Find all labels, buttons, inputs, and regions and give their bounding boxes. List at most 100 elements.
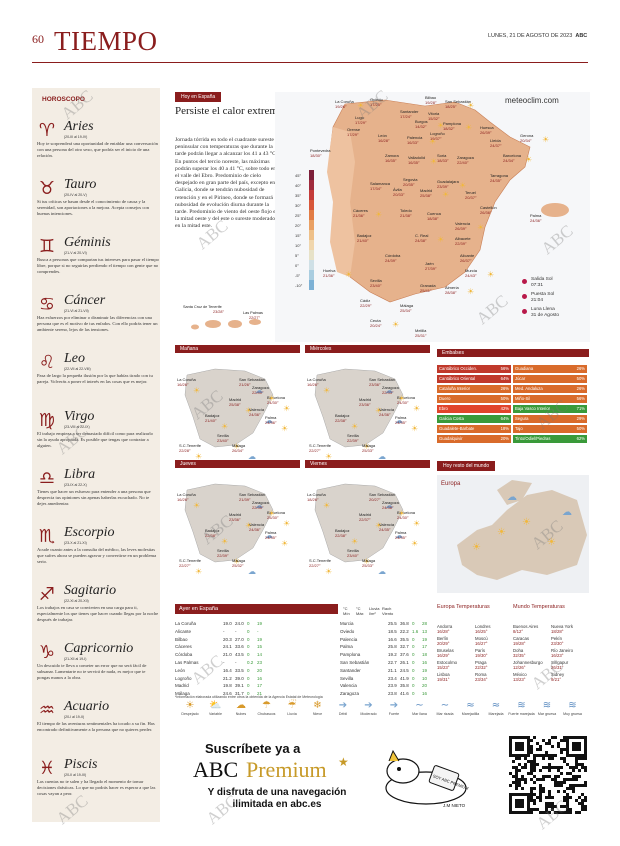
embalse-name: Tajo <box>515 426 523 431</box>
qr-module <box>566 778 569 781</box>
embalse-row: Med. Andaluza 26% <box>513 385 587 393</box>
legend-label: Fuerte marejada <box>508 712 535 716</box>
zodiac-6-icon: ♎ <box>38 468 56 489</box>
ayer-cell: León <box>175 667 186 673</box>
qr-module <box>533 769 536 772</box>
qr-module <box>557 766 560 769</box>
today-label: Hoy en España <box>175 92 222 102</box>
city-temp: 15/32° <box>428 116 440 121</box>
qr-module <box>551 766 554 769</box>
subscription-ad[interactable]: Suscríbete ya a ABC Premium ★ Y disfruta… <box>175 735 589 817</box>
qr-module <box>557 784 560 787</box>
qr-module <box>572 787 575 790</box>
scale-swatch <box>309 230 314 240</box>
qr-module <box>569 766 572 769</box>
mini-city: San Sebastián <box>369 377 395 382</box>
ayer-row: San Sebastián 22.7 26.1 0 16 <box>340 659 500 667</box>
city-name: Santander <box>400 109 419 114</box>
mini-temp: 25/38° <box>229 402 241 407</box>
qr-module <box>566 793 569 796</box>
qr-module <box>566 799 569 802</box>
ayer-row: Zaragoza 23.8 41.6 0 16 <box>340 690 500 698</box>
city-name: Salamanca <box>370 181 391 186</box>
qr-module <box>575 760 578 763</box>
zodiac-11-icon: ♓ <box>38 758 56 779</box>
canarias-city: Santa Cruz de Tenerife <box>183 305 222 309</box>
city-name: Valencia <box>455 221 471 226</box>
qr-module <box>509 784 512 787</box>
mini-temp: 22/35° <box>252 505 264 510</box>
sun-icon: ☀ <box>268 509 275 518</box>
qr-module <box>581 805 584 808</box>
qr-module <box>524 766 527 769</box>
ayer-cell: 39.0 <box>235 675 244 681</box>
ayer-cell: Alicante <box>175 628 192 634</box>
embalse-name: Duero <box>439 396 451 401</box>
qr-module <box>533 766 536 769</box>
mini-peninsula <box>314 483 404 563</box>
qr-module <box>563 805 566 808</box>
sun-text: Luna Llena 31 de Agosto <box>531 307 559 318</box>
qr-module <box>557 769 560 772</box>
city-name: Vitoria <box>428 111 440 116</box>
qr-module <box>560 748 563 751</box>
scale-swatch <box>309 250 314 260</box>
zodiac-1-icon: ♉ <box>38 178 56 199</box>
scale-label: -5° <box>295 273 301 278</box>
ayer-cell: 0 <box>247 691 250 697</box>
ayer-cell: 24.1 <box>223 644 232 650</box>
sun-icon: ☀ <box>375 521 382 530</box>
qr-module <box>542 766 545 769</box>
city-name: La Coruña <box>335 99 354 104</box>
qr-module <box>524 778 527 781</box>
qr-module <box>575 784 578 787</box>
scale-label: 15° <box>295 233 301 238</box>
qr-module <box>569 784 572 787</box>
qr-module <box>566 805 569 808</box>
mini-temp: 24/35° <box>395 535 407 540</box>
temps-value: 9/21° <box>551 677 562 682</box>
page-header: 60 TIEMPO LUNES, 21 DE AGOSTO DE 2023 AB… <box>0 0 620 70</box>
qr-module <box>560 757 563 760</box>
temps-value: 8/12° <box>513 629 524 634</box>
temps-title: Mundo Temperaturas <box>513 604 565 610</box>
sun-icon: ☀ <box>437 121 444 130</box>
mini-temp: 25/30° <box>267 515 279 520</box>
ayer-cell: 14 <box>257 652 263 658</box>
temps-value: 19/31° <box>437 677 450 682</box>
qr-module <box>530 793 533 796</box>
legend-glyph-icon: ☁ <box>236 700 246 711</box>
cloud-icon: ☁ <box>507 492 517 503</box>
mini-temp: 25/33° <box>362 448 374 453</box>
sun-icon: ☀ <box>398 394 405 403</box>
ayer-cell: 0 <box>412 660 415 665</box>
embalse-row: Miño-Sil 56% <box>513 395 587 403</box>
cloud-icon: ☁ <box>395 531 403 540</box>
qr-code[interactable] <box>509 735 587 815</box>
city-name: Ceuta <box>370 318 381 323</box>
city-name: Soria <box>437 153 447 158</box>
qr-module <box>551 754 554 757</box>
ayer-row: Cáceres 24.1 33.6 0 15 <box>175 643 335 651</box>
city-temp: 28/38° <box>445 290 457 295</box>
qr-module <box>554 775 557 778</box>
embalse-value: 56% <box>576 396 585 401</box>
qr-module <box>575 763 578 766</box>
city-temp: 16/33° <box>407 140 419 145</box>
sun-icon: ☀ <box>467 287 474 296</box>
ayer-cell: 24.0 <box>235 621 244 626</box>
qr-module <box>518 784 521 787</box>
mini-city: Málaga <box>362 443 376 448</box>
ayer-cell: 25.5 <box>388 621 397 626</box>
qr-module <box>584 766 587 769</box>
europe-map: Europa ☀ ☀ ☀ ☀ ☁ ☁ <box>437 475 589 593</box>
qr-module <box>578 796 581 799</box>
city-name: Ávila <box>393 187 402 192</box>
sign-dates: (23-X al 21-XI) <box>64 541 87 545</box>
temps-city: Pekín <box>551 636 562 641</box>
qr-module <box>554 805 557 808</box>
embalse-value: 64% <box>500 376 509 381</box>
scale-swatch <box>309 260 314 270</box>
ayer-cell: 0 <box>247 652 250 658</box>
